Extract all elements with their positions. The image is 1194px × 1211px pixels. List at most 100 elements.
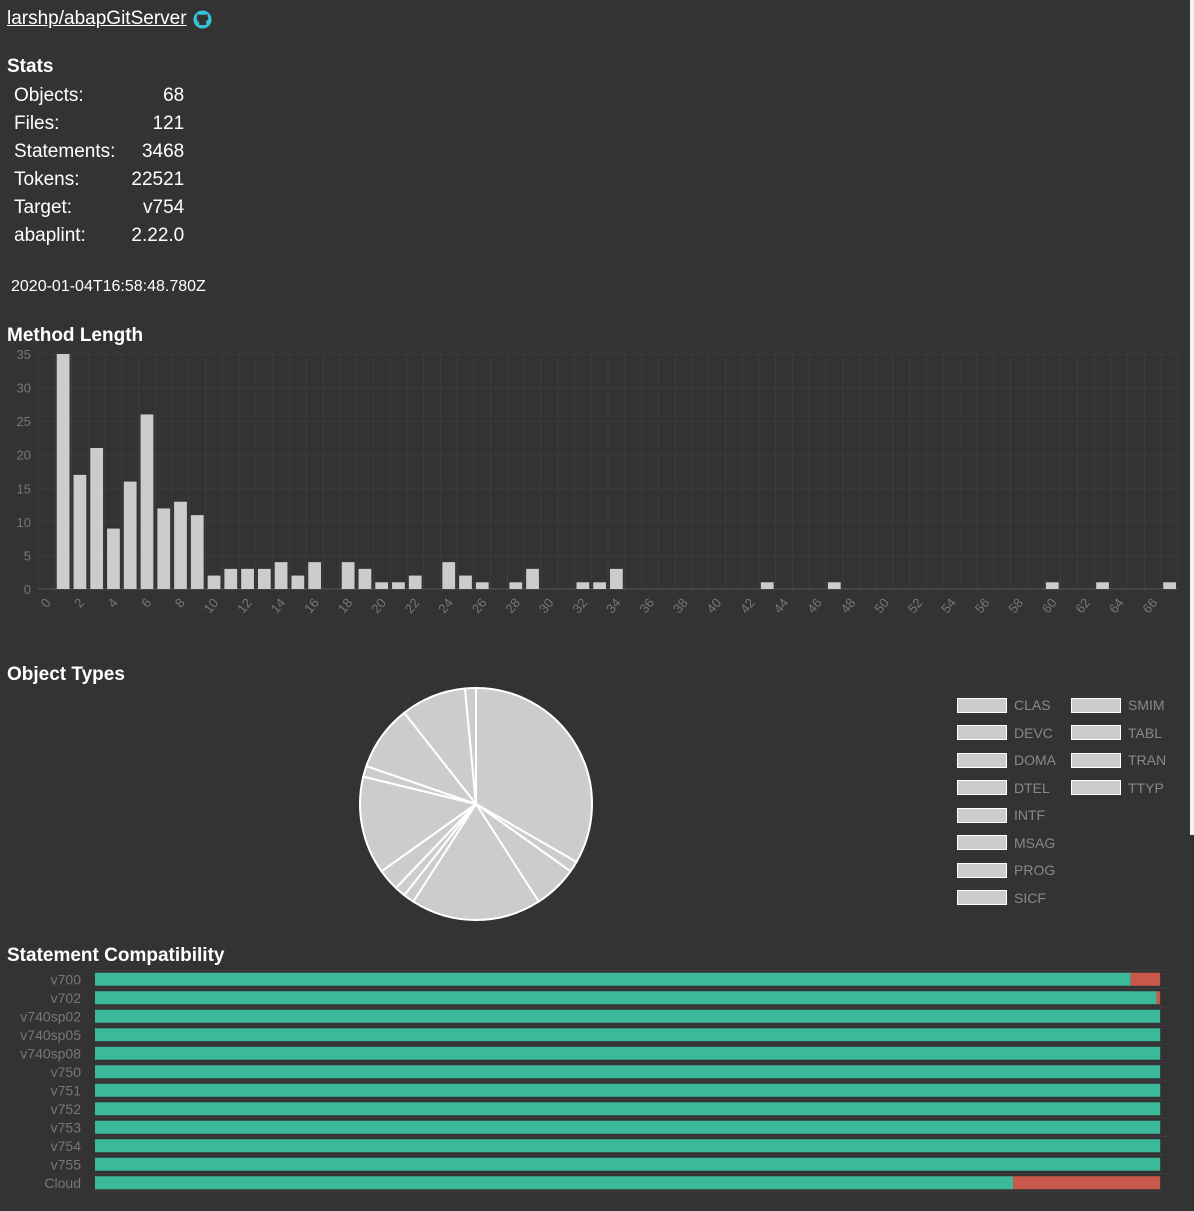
histogram-bar	[610, 568, 623, 589]
legend-label: TABL	[1128, 724, 1162, 741]
x-tick-label: 18	[335, 595, 356, 616]
y-tick-label: 10	[17, 515, 31, 530]
repo-link[interactable]: larshp/abapGitServer	[7, 8, 187, 29]
y-tick-label: 0	[24, 582, 31, 597]
object-types-legend: CLAS DEVC DOMA DTEL INTF MSAG PROG SICF SMIM TABL…	[957, 695, 1187, 925]
stat-value: 121	[152, 113, 185, 134]
legend-swatch	[957, 807, 1007, 823]
x-tick-label: 12	[234, 595, 255, 616]
legend-item[interactable]: CLAS	[957, 697, 1051, 713]
repo-header: larshp/abapGitServer	[7, 8, 212, 30]
scrollbar-edge	[1190, 0, 1194, 835]
y-category-label: v752	[51, 1101, 82, 1117]
x-tick-label: 0	[38, 595, 54, 610]
stat-value: v754	[143, 197, 185, 218]
stats-row: Tokens: 22521	[14, 166, 184, 194]
legend-swatch	[957, 725, 1007, 740]
histogram-bar	[760, 582, 774, 589]
legend-label: DOMA	[1014, 752, 1056, 768]
stat-value: 3468	[141, 141, 185, 162]
x-tick-label: 28	[502, 595, 523, 616]
y-category-label: v750	[51, 1064, 82, 1080]
x-tick-label: 52	[905, 595, 926, 616]
x-tick-label: 50	[871, 595, 892, 616]
x-tick-label: 22	[402, 595, 423, 616]
legend-item[interactable]: DOMA	[957, 752, 1056, 768]
legend-item[interactable]: INTF	[957, 807, 1045, 823]
legend-item[interactable]: DEVC	[957, 725, 1053, 741]
legend-label: DTEL	[1014, 779, 1050, 796]
legend-label: SMIM	[1128, 697, 1165, 713]
legend-label: DEVC	[1014, 724, 1053, 741]
legend-item[interactable]: DTEL	[957, 780, 1050, 796]
x-tick-label: 34	[603, 595, 624, 616]
stat-label: abaplint:	[14, 225, 86, 246]
y-tick-label: 25	[17, 414, 31, 429]
stat-label: Statements:	[14, 141, 116, 162]
x-tick-label: 6	[138, 595, 154, 610]
compat-bar-fail	[1130, 972, 1161, 986]
x-tick-label: 40	[703, 595, 724, 616]
statement-compat-chart: v700 v702 v740sp02 v740sp05 v740sp08 v750 v751…	[20, 969, 1170, 1193]
x-tick-label: 42	[737, 595, 758, 616]
histogram-bar	[392, 582, 405, 589]
pie-slice	[475, 686, 593, 864]
compat-bar-ok	[95, 1102, 1161, 1116]
legend-label: SICF	[1014, 889, 1046, 906]
compat-bar-ok	[95, 1139, 1161, 1153]
legend-swatch	[1071, 697, 1121, 713]
y-tick-label: 5	[24, 548, 31, 563]
legend-item[interactable]: TABL	[1071, 725, 1162, 741]
histogram-bar	[73, 474, 87, 589]
x-tick-label: 54	[938, 595, 959, 616]
legend-item[interactable]: PROG	[957, 862, 1055, 878]
x-tick-label: 64	[1106, 595, 1127, 616]
histogram-bar	[593, 582, 606, 589]
compat-bar-ok	[95, 1028, 1161, 1042]
histogram-bar	[442, 562, 456, 589]
y-category-label: v754	[51, 1138, 82, 1154]
y-tick-label: 35	[17, 347, 31, 362]
stats-row: Statements: 3468	[14, 138, 184, 166]
x-tick-label: 48	[838, 595, 859, 616]
histogram-bar	[174, 501, 187, 589]
method-length-title: Method Length	[7, 325, 144, 346]
legend-item[interactable]: TTYP	[1071, 780, 1164, 796]
legend-swatch	[1071, 752, 1121, 768]
compat-bar-ok	[95, 1083, 1161, 1097]
x-tick-label: 62	[1072, 595, 1093, 616]
stats-title: Stats	[7, 56, 54, 77]
y-category-label: v740sp08	[20, 1045, 81, 1061]
x-tick-label: 14	[268, 595, 289, 616]
object-types-title: Object Types	[7, 664, 125, 685]
y-category-label: v702	[51, 990, 82, 1006]
compat-bar-ok	[95, 1046, 1161, 1060]
histogram-bar	[526, 568, 539, 589]
histogram-bar	[190, 515, 204, 589]
histogram-bar	[157, 508, 171, 589]
histogram-bar	[1163, 582, 1176, 589]
stats-row: abaplint: 2.22.0	[14, 222, 184, 250]
github-icon[interactable]	[193, 9, 212, 29]
compat-bar-fail	[1013, 1176, 1161, 1190]
histogram-bar	[241, 568, 254, 589]
legend-item[interactable]: SICF	[957, 890, 1046, 906]
histogram-bar	[291, 575, 305, 589]
legend-item[interactable]: SMIM	[1071, 697, 1165, 713]
x-tick-label: 10	[201, 595, 222, 616]
legend-swatch	[957, 780, 1007, 795]
stat-value: 2.22.0	[131, 225, 185, 246]
histogram-bar	[56, 354, 70, 589]
x-tick-label: 58	[1005, 595, 1026, 616]
legend-item[interactable]: MSAG	[957, 835, 1055, 851]
legend-label: TTYP	[1128, 779, 1164, 796]
legend-item[interactable]: TRAN	[1071, 752, 1166, 768]
x-tick-label: 8	[172, 595, 188, 610]
legend-label: TRAN	[1128, 752, 1167, 768]
compat-bar-fail	[1156, 991, 1161, 1005]
histogram-bar	[224, 568, 238, 589]
y-category-label: v755	[51, 1156, 82, 1172]
statement-compat-title: Statement Compatibility	[7, 945, 225, 966]
histogram-bar	[90, 448, 104, 589]
